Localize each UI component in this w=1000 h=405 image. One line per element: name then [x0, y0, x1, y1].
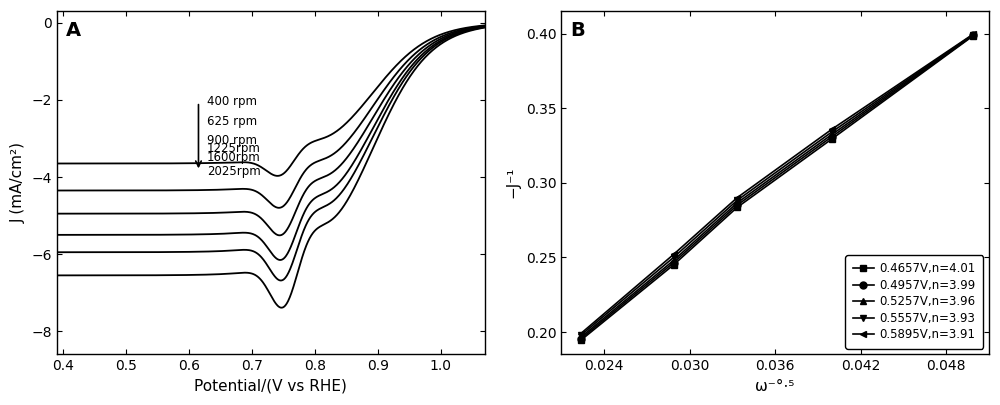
0.4657V,n=4.01 — [826, 136, 838, 141]
0.5557V,n=3.93 — [575, 333, 587, 338]
0.4957V,n=3.99 — [575, 337, 587, 341]
Line: 0.5257V,n=3.96: 0.5257V,n=3.96 — [577, 31, 977, 341]
0.5257V,n=3.96 — [826, 132, 838, 137]
0.5895V,n=3.91 — [668, 252, 680, 257]
0.5895V,n=3.91 — [731, 195, 743, 200]
0.5895V,n=3.91 — [826, 127, 838, 132]
0.4657V,n=4.01 — [967, 33, 979, 38]
0.5257V,n=3.96 — [575, 335, 587, 340]
0.5257V,n=3.96 — [967, 32, 979, 37]
0.5895V,n=3.91 — [575, 331, 587, 336]
Y-axis label: J (mA/cm²): J (mA/cm²) — [11, 142, 26, 223]
0.5557V,n=3.93 — [967, 32, 979, 37]
0.4657V,n=4.01 — [731, 205, 743, 210]
Text: 625 rpm: 625 rpm — [207, 115, 257, 128]
Text: 900 rpm: 900 rpm — [207, 134, 257, 147]
Text: A: A — [66, 21, 81, 40]
Line: 0.4657V,n=4.01: 0.4657V,n=4.01 — [577, 32, 977, 344]
0.4957V,n=3.99 — [668, 260, 680, 265]
0.5895V,n=3.91 — [967, 32, 979, 36]
0.4957V,n=3.99 — [826, 134, 838, 139]
0.5257V,n=3.96 — [731, 200, 743, 205]
0.5557V,n=3.93 — [826, 129, 838, 134]
0.5257V,n=3.96 — [668, 258, 680, 263]
Text: 400 rpm: 400 rpm — [207, 95, 257, 108]
X-axis label: Potential/(V vs RHE): Potential/(V vs RHE) — [194, 379, 347, 394]
0.5557V,n=3.93 — [731, 198, 743, 203]
0.4657V,n=4.01 — [668, 262, 680, 267]
Text: 1225rpm: 1225rpm — [207, 142, 261, 155]
0.4957V,n=3.99 — [967, 33, 979, 38]
Legend: 0.4657V,n=4.01, 0.4957V,n=3.99, 0.5257V,n=3.96, 0.5557V,n=3.93, 0.5895V,n=3.91: 0.4657V,n=4.01, 0.4957V,n=3.99, 0.5257V,… — [845, 255, 983, 349]
0.5557V,n=3.93 — [668, 255, 680, 260]
Line: 0.4957V,n=3.99: 0.4957V,n=3.99 — [577, 32, 977, 342]
X-axis label: ω⁻°⋅⁵: ω⁻°⋅⁵ — [755, 379, 795, 394]
Text: 1600rpm: 1600rpm — [207, 151, 260, 164]
Line: 0.5895V,n=3.91: 0.5895V,n=3.91 — [577, 31, 977, 337]
Text: B: B — [570, 21, 585, 40]
Line: 0.5557V,n=3.93: 0.5557V,n=3.93 — [577, 31, 977, 339]
Text: 2025rpm: 2025rpm — [207, 165, 260, 178]
0.4957V,n=3.99 — [731, 203, 743, 208]
Y-axis label: −J⁻¹: −J⁻¹ — [505, 167, 520, 198]
0.4657V,n=4.01 — [575, 338, 587, 343]
